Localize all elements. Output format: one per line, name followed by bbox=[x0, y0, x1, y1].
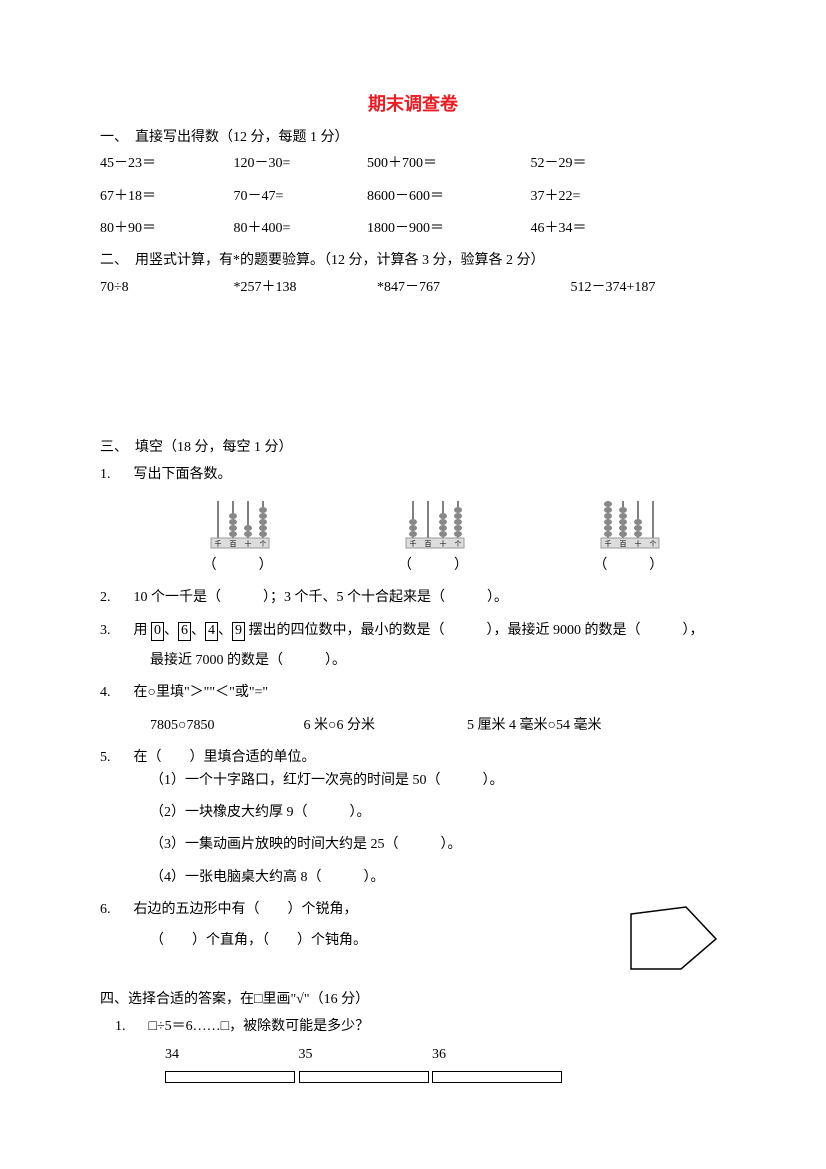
svg-text:十: 十 bbox=[244, 539, 251, 548]
choice-val: 35 bbox=[299, 1044, 429, 1066]
pentagon-icon bbox=[616, 899, 726, 979]
question-3-4: 4. 在○里填"＞""＜"或"=" 7805○7850 6 米○6 分米 5 厘… bbox=[100, 682, 726, 737]
choice-item: 35 bbox=[299, 1044, 429, 1089]
calc-item: 46＋34＝ bbox=[531, 218, 651, 240]
svg-text:千: 千 bbox=[605, 539, 612, 548]
vcalc-item: *257＋138 bbox=[234, 277, 374, 299]
svg-text:千: 千 bbox=[214, 539, 221, 548]
q-text: 在（ ）里填合适的单位。 bbox=[134, 750, 316, 765]
svg-text:个: 个 bbox=[650, 540, 657, 548]
digit-box: 9 bbox=[232, 622, 245, 641]
sub-q: （4）一张电脑桌大约高 8（ ）。 bbox=[150, 867, 726, 889]
vertical-calc-row: 70÷8 *257＋138 *847－767 512－374+187 bbox=[100, 277, 726, 299]
calc-item: 80＋400= bbox=[234, 218, 364, 240]
calc-row-1: 45－23＝ 120－30= 500＋700＝ 52－29＝ bbox=[100, 153, 726, 175]
pentagon-text: 6. 右边的五边形中有（ ）个锐角， （ ）个直角，（ ）个钝角。 bbox=[100, 899, 596, 952]
calc-item: 120－30= bbox=[234, 153, 364, 175]
q-text: 写出下面各数。 bbox=[134, 467, 232, 482]
abacus-icon: 千 百 十 个 bbox=[203, 496, 273, 551]
svg-text:个: 个 bbox=[454, 540, 461, 548]
q-num: 4. bbox=[100, 682, 130, 704]
q-text: 在○里填"＞""＜"或"=" bbox=[134, 685, 269, 700]
section3-header: 三、 填空（18 分，每空 1 分） bbox=[100, 437, 726, 459]
q-num: 1. bbox=[100, 464, 130, 486]
svg-text:百: 百 bbox=[424, 540, 431, 548]
q-num: 1. bbox=[115, 1016, 145, 1038]
choice-val: 36 bbox=[432, 1044, 562, 1066]
svg-text:个: 个 bbox=[259, 540, 266, 548]
vcalc-item: 70÷8 bbox=[100, 277, 230, 299]
q6-line2: （ ）个直角，（ ）个钝角。 bbox=[150, 930, 596, 952]
abacus-2: 千 百 十 个 （ ） bbox=[398, 496, 468, 577]
digit-box: 0 bbox=[151, 622, 164, 641]
paren: （ ） bbox=[593, 555, 663, 577]
section2-header: 二、 用竖式计算，有*的题要验算。（12 分，计算各 3 分，验算各 2 分） bbox=[100, 250, 726, 272]
q-text-after: 摆出的四位数中，最小的数是（ ），最接近 9000 的数是（ ）， bbox=[249, 623, 704, 638]
compare-item: 6 米○6 分米 bbox=[304, 715, 464, 737]
sub-q: （3）一集动画片放映的时间大约是 25（ ）。 bbox=[150, 834, 726, 856]
checkbox-icon[interactable] bbox=[165, 1071, 295, 1083]
exam-title: 期末调查卷 bbox=[100, 90, 726, 119]
svg-text:十: 十 bbox=[439, 539, 446, 548]
calc-item: 45－23＝ bbox=[100, 153, 230, 175]
abacus-icon: 千 百 十 个 bbox=[593, 496, 663, 551]
calc-item: 80＋90＝ bbox=[100, 218, 230, 240]
svg-text:百: 百 bbox=[620, 540, 627, 548]
calc-row-2: 67＋18＝ 70－47= 8600－600＝ 37＋22= bbox=[100, 186, 726, 208]
checkbox-icon[interactable] bbox=[299, 1071, 429, 1083]
abacus-row: 千 百 十 个 （ ） 千 百 十 bbox=[140, 496, 726, 577]
calc-item: 67＋18＝ bbox=[100, 186, 230, 208]
q-num: 6. bbox=[100, 899, 130, 921]
abacus-3: 千 百 十 个 （ ） bbox=[593, 496, 663, 577]
q6-line1: 右边的五边形中有（ ）个锐角， bbox=[134, 902, 358, 917]
sub-q: （2）一块橡皮大约厚 9（ ）。 bbox=[150, 802, 726, 824]
checkbox-icon[interactable] bbox=[432, 1071, 562, 1083]
q-num: 3. bbox=[100, 620, 130, 642]
digit-box: 4 bbox=[205, 622, 218, 641]
question-3-2: 2. 10 个一千是（ ）；3 个千、5 个十合起来是（ ）。 bbox=[100, 587, 726, 609]
work-space bbox=[100, 303, 726, 433]
question-3-6: 6. 右边的五边形中有（ ）个锐角， （ ）个直角，（ ）个钝角。 bbox=[100, 899, 726, 979]
question-3-5: 5. 在（ ）里填合适的单位。 （1）一个十字路口，红灯一次亮的时间是 50（ … bbox=[100, 747, 726, 889]
paren: （ ） bbox=[398, 555, 468, 577]
q-text-before: 用 bbox=[134, 623, 152, 638]
choice-item: 34 bbox=[165, 1044, 295, 1089]
calc-item: 8600－600＝ bbox=[367, 186, 527, 208]
section4-header: 四、选择合适的答案，在□里画"√"（16 分） bbox=[100, 989, 726, 1011]
q-num: 2. bbox=[100, 587, 130, 609]
question-3-3: 3. 用 0、6、4、9 摆出的四位数中，最小的数是（ ），最接近 9000 的… bbox=[100, 620, 726, 673]
section1-header: 一、 直接写出得数（12 分，每题 1 分） bbox=[100, 127, 726, 149]
vcalc-item: 512－374+187 bbox=[571, 277, 711, 299]
calc-item: 1800－900＝ bbox=[367, 218, 527, 240]
svg-text:百: 百 bbox=[229, 540, 236, 548]
vcalc-item: *847－767 bbox=[377, 277, 567, 299]
choice-row: 34 35 36 bbox=[165, 1044, 726, 1089]
choice-val: 34 bbox=[165, 1044, 295, 1066]
svg-text:千: 千 bbox=[409, 539, 416, 548]
svg-text:十: 十 bbox=[635, 539, 642, 548]
question-3-1: 1. 写出下面各数。 bbox=[100, 464, 726, 486]
q-text: 10 个一千是（ ）；3 个千、5 个十合起来是（ ）。 bbox=[134, 590, 509, 605]
q-text: □÷5＝6……□，被除数可能是多少？ bbox=[149, 1019, 370, 1034]
calc-row-3: 80＋90＝ 80＋400= 1800－900＝ 46＋34＝ bbox=[100, 218, 726, 240]
sub-q: （1）一个十字路口，红灯一次亮的时间是 50（ ）。 bbox=[150, 770, 726, 792]
abacus-icon: 千 百 十 个 bbox=[398, 496, 468, 551]
q3-line2: 最接近 7000 的数是（ ）。 bbox=[150, 650, 726, 672]
abacus-1: 千 百 十 个 （ ） bbox=[203, 496, 273, 577]
choice-item: 36 bbox=[432, 1044, 562, 1089]
digit-box: 6 bbox=[178, 622, 191, 641]
q-num: 5. bbox=[100, 747, 130, 769]
calc-item: 37＋22= bbox=[531, 186, 651, 208]
q4-items: 7805○7850 6 米○6 分米 5 厘米 4 毫米○54 毫米 bbox=[150, 715, 726, 737]
compare-item: 7805○7850 bbox=[150, 715, 300, 737]
calc-item: 52－29＝ bbox=[531, 153, 651, 175]
compare-item: 5 厘米 4 毫米○54 毫米 bbox=[467, 715, 647, 737]
calc-item: 70－47= bbox=[234, 186, 364, 208]
calc-item: 500＋700＝ bbox=[367, 153, 527, 175]
paren: （ ） bbox=[203, 555, 273, 577]
question-4-1: 1. □÷5＝6……□，被除数可能是多少？ 34 35 36 bbox=[115, 1016, 726, 1089]
